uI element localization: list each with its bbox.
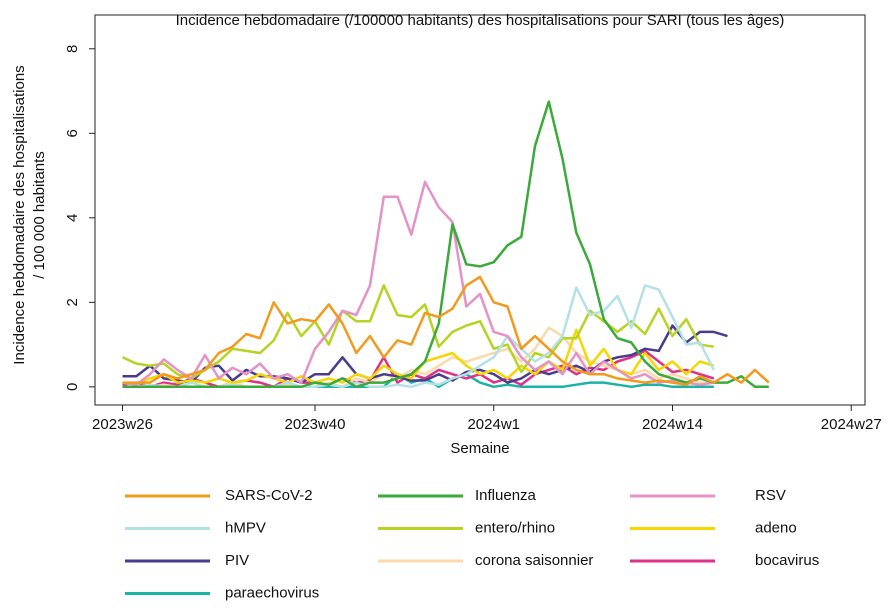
series-line [122, 100, 769, 389]
y-axis-label: Incidence hebdomadaire des hospitalisati… [11, 65, 28, 364]
plot-frame [94, 14, 866, 406]
legend-label: bocavirus [755, 552, 819, 569]
x-tick-label: 2024w27 [821, 416, 882, 433]
legend-label: paraechovirus [225, 584, 319, 601]
legend-label: Influenza [475, 487, 537, 504]
chart-title: Incidence hebdomadaire (/100000 habitant… [176, 12, 785, 29]
legend-label: entero/rhino [475, 519, 555, 536]
series-line [122, 275, 770, 386]
x-tick-label: 2024w14 [642, 416, 703, 433]
y-tick-label: 8 [64, 45, 81, 53]
legend-label: adeno [755, 519, 797, 536]
y-tick-label: 4 [64, 214, 81, 222]
legend-label: RSV [755, 487, 786, 504]
y-tick-label: 0 [64, 383, 81, 391]
series-line [122, 180, 714, 386]
legend-label: PIV [225, 552, 249, 569]
series-line [122, 324, 728, 384]
y-axis-label: / 100 000 habitants [31, 151, 48, 279]
series-line [122, 328, 715, 386]
x-tick-label: 2024w1 [467, 416, 520, 433]
legend-label: SARS-CoV-2 [225, 487, 313, 504]
y-tick-label: 6 [64, 129, 81, 137]
x-tick-label: 2023w40 [285, 416, 346, 433]
y-tick-label: 2 [64, 298, 81, 306]
series-line [121, 284, 714, 380]
x-axis-label: Semaine [450, 440, 509, 457]
legend-label: hMPV [225, 519, 266, 536]
legend-label: corona saisonnier [475, 552, 593, 569]
x-tick-label: 2023w26 [92, 416, 153, 433]
